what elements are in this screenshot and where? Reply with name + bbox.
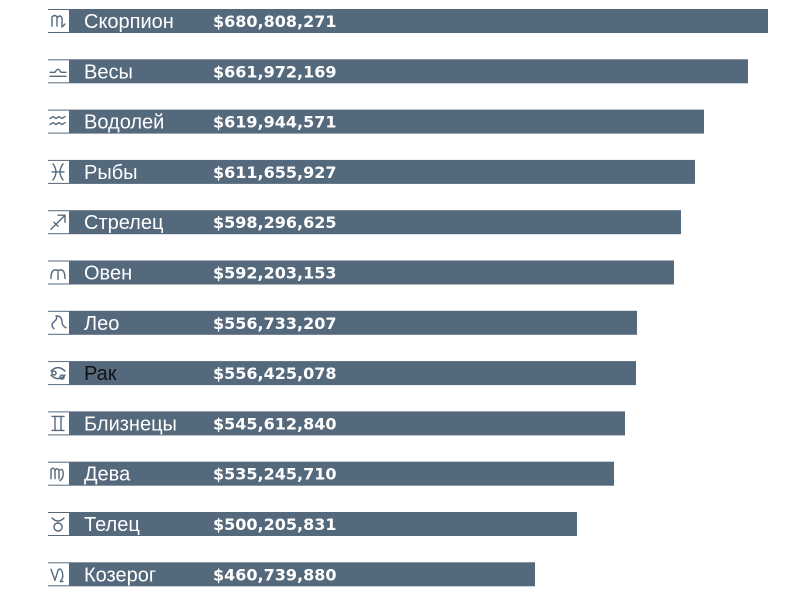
value-label: $556,733,207 bbox=[213, 314, 336, 333]
value-label: $598,296,625 bbox=[213, 213, 336, 232]
value-label: $545,612,840 bbox=[213, 414, 336, 433]
pisces-icon bbox=[47, 160, 69, 183]
bar-row: Козерог $460,739,880 bbox=[47, 562, 535, 587]
sagittarius-icon bbox=[47, 211, 69, 234]
bar bbox=[48, 562, 535, 587]
bar bbox=[48, 59, 748, 84]
taurus-icon bbox=[47, 513, 69, 535]
bar bbox=[48, 461, 614, 486]
value-label: $556,425,078 bbox=[213, 364, 336, 383]
category-label: Овен bbox=[84, 263, 132, 285]
bar bbox=[48, 361, 636, 386]
leo-icon bbox=[47, 311, 69, 334]
bar-row: Телец $500,205,831 bbox=[47, 512, 577, 536]
bar bbox=[48, 109, 704, 134]
bar-row: Скорпион $680,808,271 bbox=[47, 9, 768, 33]
virgo-icon bbox=[47, 462, 69, 485]
bar-row: Овен $592,203,153 bbox=[47, 260, 674, 285]
category-label: Близнецы bbox=[84, 413, 177, 435]
bar-row: Весы $661,972,169 bbox=[47, 59, 748, 84]
bar-row: Рак $556,425,078 bbox=[47, 361, 636, 386]
bar bbox=[48, 260, 674, 285]
bar bbox=[48, 411, 625, 436]
libra-icon bbox=[47, 60, 69, 83]
category-label: Стрелец bbox=[84, 212, 163, 234]
bar bbox=[48, 310, 637, 335]
category-label: Козерог bbox=[84, 564, 156, 586]
bar bbox=[48, 210, 681, 235]
category-label: Рак bbox=[84, 363, 117, 385]
bar-row: Стрелец $598,296,625 bbox=[47, 210, 681, 235]
bar-row: Лео $556,733,207 bbox=[47, 310, 637, 335]
bar-row: Водолей $619,944,571 bbox=[47, 109, 704, 134]
bar-row: Дева $535,245,710 bbox=[47, 461, 614, 486]
category-label: Скорпион bbox=[84, 11, 174, 33]
category-label: Весы bbox=[84, 61, 133, 83]
gemini-icon bbox=[47, 412, 69, 435]
value-label: $680,808,271 bbox=[213, 12, 336, 31]
value-label: $460,739,880 bbox=[213, 565, 336, 584]
category-label: Рыбы bbox=[84, 162, 138, 184]
aquarius-icon bbox=[47, 110, 69, 133]
aries-icon bbox=[47, 261, 69, 284]
bar bbox=[48, 512, 577, 536]
value-label: $619,944,571 bbox=[213, 113, 336, 132]
capricorn-icon bbox=[47, 563, 69, 586]
value-label: $592,203,153 bbox=[213, 264, 336, 283]
cancer-icon bbox=[47, 362, 69, 385]
category-label: Водолей bbox=[84, 112, 164, 134]
value-label: $661,972,169 bbox=[213, 62, 336, 81]
category-label: Дева bbox=[84, 464, 131, 486]
bar bbox=[48, 159, 695, 184]
bar bbox=[48, 9, 768, 33]
scorpio-icon bbox=[47, 10, 69, 32]
value-label: $535,245,710 bbox=[213, 465, 336, 484]
bar-row: Близнецы $545,612,840 bbox=[47, 411, 625, 436]
category-label: Телец bbox=[84, 514, 140, 536]
bar-row: Рыбы $611,655,927 bbox=[47, 159, 695, 184]
value-label: $611,655,927 bbox=[213, 163, 336, 182]
value-label: $500,205,831 bbox=[213, 515, 336, 534]
category-label: Лео bbox=[84, 313, 119, 335]
